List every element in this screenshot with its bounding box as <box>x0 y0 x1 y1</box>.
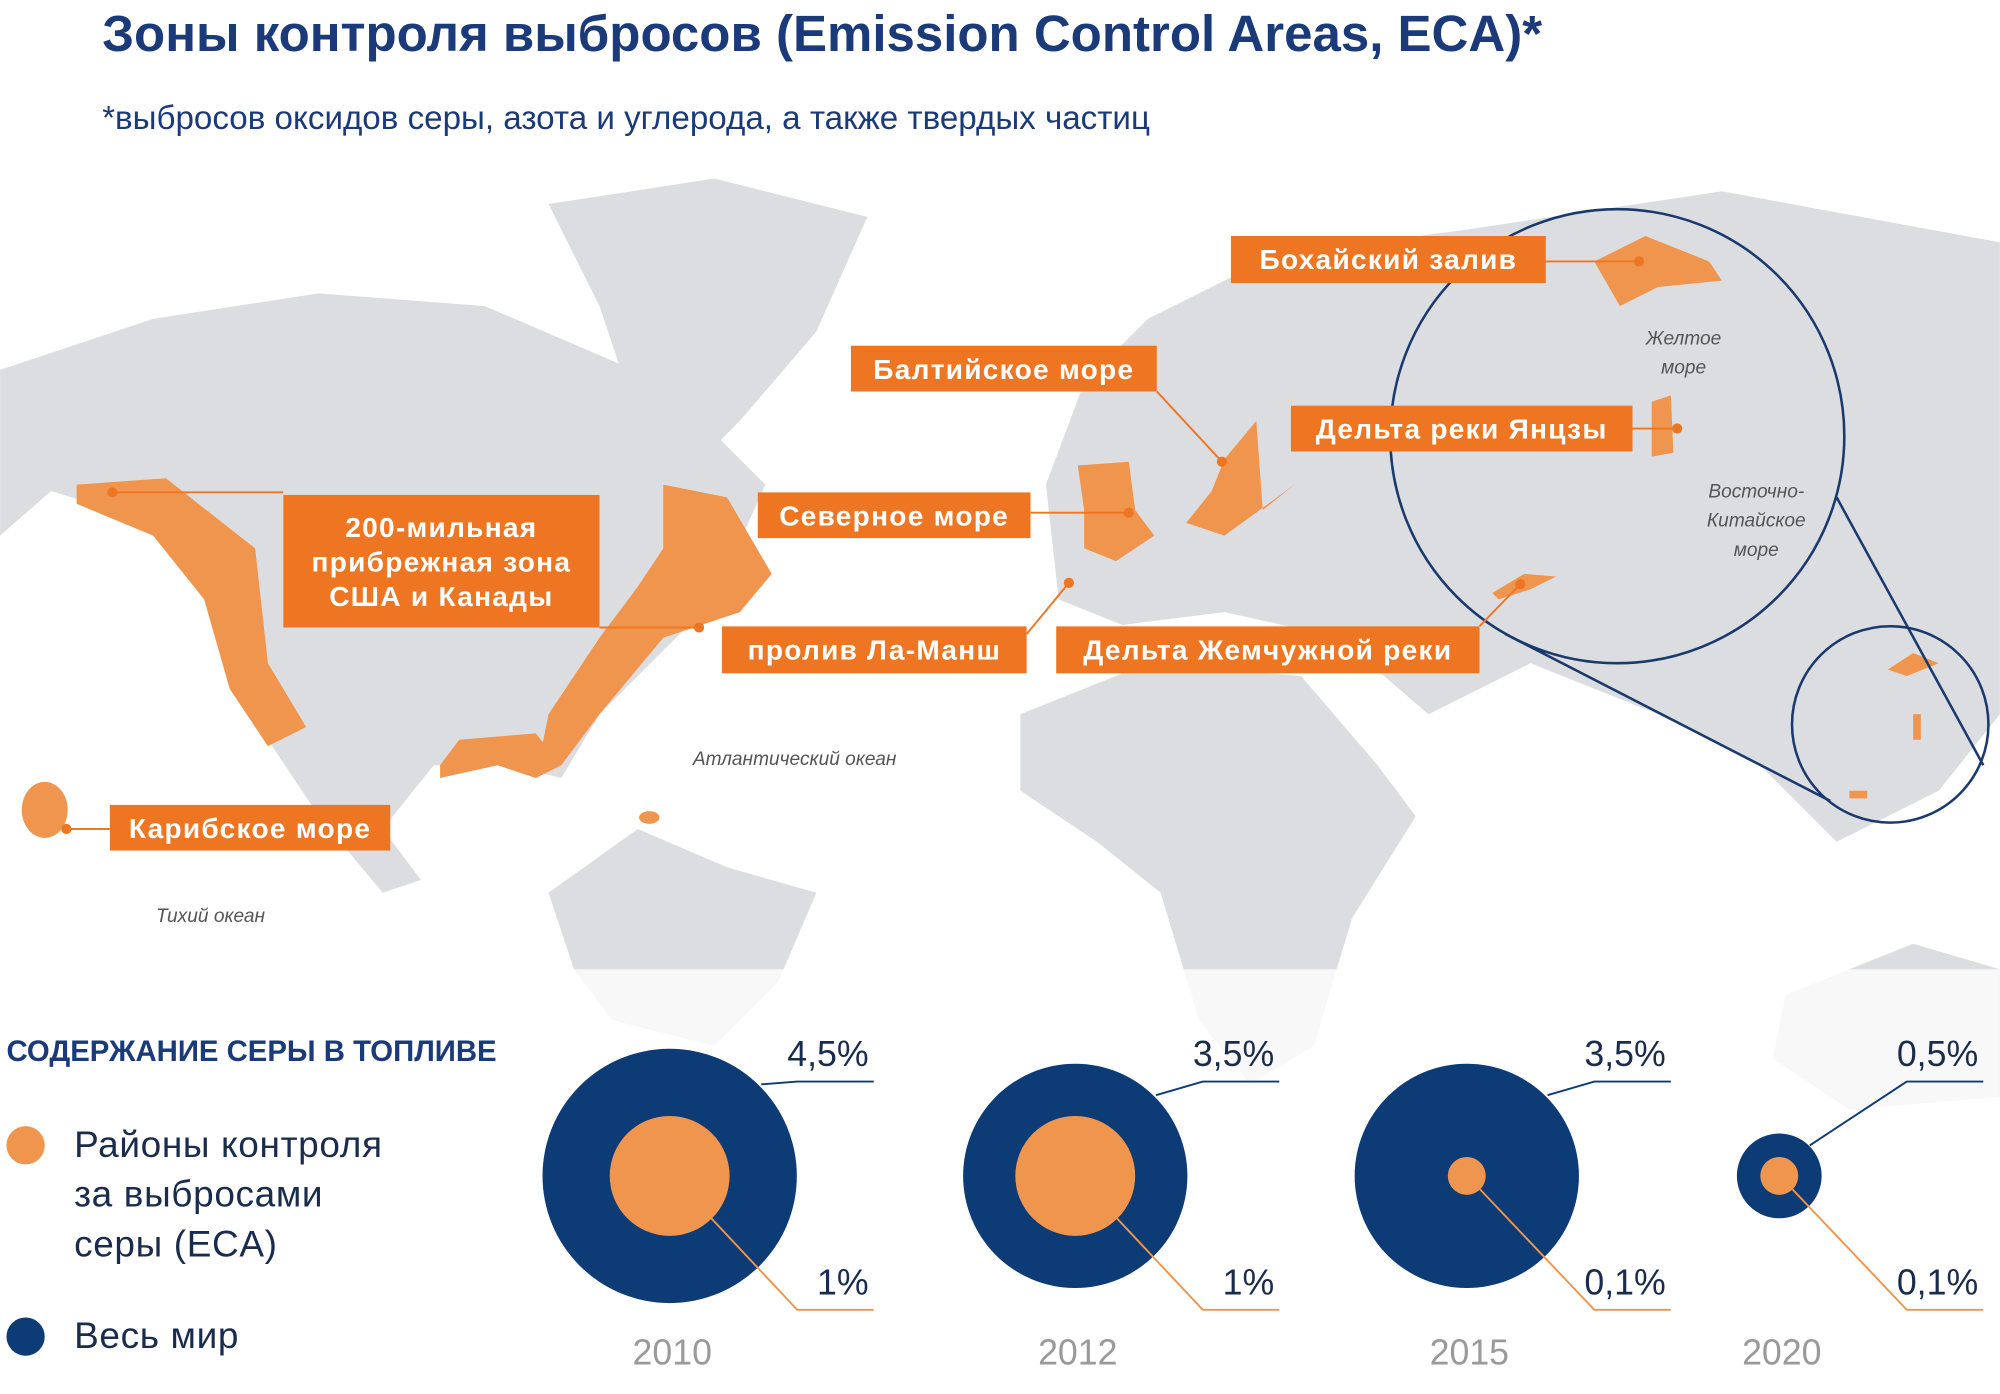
sea-label: Желтое море <box>1645 327 1722 379</box>
zone <box>535 484 772 778</box>
leader <box>1104 1205 1280 1311</box>
dot <box>61 823 72 835</box>
zone <box>440 733 562 778</box>
value-label: 4,5% <box>787 1034 868 1074</box>
value-label: 3,5% <box>1193 1034 1274 1074</box>
zoom-source <box>1790 624 1990 824</box>
value-label: 0,1% <box>1897 1263 1978 1303</box>
ocean-label: Тихий океан <box>155 905 266 928</box>
title: Зоны контроля выбросов (Emission Control… <box>102 5 1542 62</box>
leader <box>761 1080 874 1086</box>
leader <box>1155 1080 1280 1097</box>
eurasia <box>1045 191 2000 842</box>
legend-label: Весь мир <box>74 1316 240 1358</box>
sea-label: Восточно- Китайское море <box>1706 480 1806 562</box>
sulfur-chart: СОДЕРЖАНИЕ СЕРЫ В ТОПЛИВЕ Районы контрол… <box>6 1034 1984 1373</box>
value-label: 0,1% <box>1584 1263 1665 1303</box>
zone-label: Карибское море <box>109 804 391 851</box>
year-label: 2020 <box>1742 1333 1821 1373</box>
zone <box>76 478 307 747</box>
legend-swatch <box>6 1317 45 1356</box>
dot <box>1633 256 1645 267</box>
zone <box>639 811 660 824</box>
zone <box>1651 395 1674 457</box>
zone-label: Дельта Жемчужной реки <box>1056 626 1480 674</box>
eca-circle <box>1015 1115 1136 1236</box>
leader <box>1475 1184 1671 1311</box>
dot <box>1672 423 1683 434</box>
zone <box>21 781 68 838</box>
zone <box>1186 420 1295 536</box>
zone-label: Балтийское море <box>850 345 1157 392</box>
dot <box>1515 579 1526 590</box>
zone-label: Бохайский залив <box>1230 235 1546 284</box>
year-label: 2012 <box>1038 1333 1117 1373</box>
leader <box>698 1205 874 1311</box>
zone <box>1594 235 1722 307</box>
leader <box>1788 1184 1984 1311</box>
year-label: 2015 <box>1430 1333 1509 1373</box>
dot <box>1216 456 1228 467</box>
zoom-line <box>1504 632 1831 803</box>
greenland <box>548 178 868 472</box>
zone-label: пролив Ла-Манш <box>721 626 1027 674</box>
legend-label: Районы контроля за выбросами серы (ECA) <box>74 1124 383 1266</box>
dot <box>1063 577 1074 588</box>
leader <box>1547 1080 1671 1097</box>
dot <box>1123 507 1134 518</box>
dot <box>107 487 118 498</box>
legend-swatch <box>6 1126 45 1165</box>
year-label: 2010 <box>633 1333 712 1373</box>
eca-circle <box>1447 1156 1486 1195</box>
zone <box>1913 714 1921 740</box>
zone <box>1077 461 1155 562</box>
zone-label: 200-мильная прибрежная зона США и Канады <box>283 494 600 628</box>
subtitle: *выбросов оксидов серы, азота и углерода… <box>102 100 1150 137</box>
dot <box>693 622 705 633</box>
value-label: 1% <box>817 1263 869 1303</box>
zone-label: Северное море <box>757 492 1031 539</box>
leaders <box>61 256 1683 835</box>
eca-circle <box>1760 1156 1799 1195</box>
zone <box>1849 790 1868 799</box>
value-label: 0,5% <box>1897 1034 1978 1074</box>
zone-label: Дельта реки Янцзы <box>1290 405 1633 452</box>
ocean-label: Атлантический океан <box>692 748 897 771</box>
zoom-line <box>1835 496 1985 766</box>
chart-title: СОДЕРЖАНИЕ СЕРЫ В ТОПЛИВЕ <box>6 1035 496 1068</box>
leader-lines <box>66 260 1678 830</box>
leader <box>1809 1080 1984 1147</box>
value-label: 3,5% <box>1584 1034 1665 1074</box>
value-label: 1% <box>1223 1263 1275 1303</box>
